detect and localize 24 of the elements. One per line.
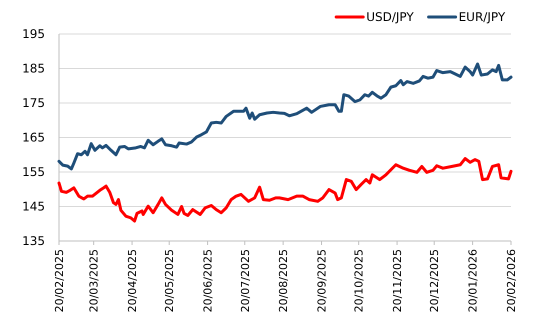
y-tick-label: 155 [22, 165, 45, 179]
x-tick-label: 20/08/2025 [277, 249, 290, 312]
x-tick-label: 20/04/2025 [126, 249, 140, 312]
y-tick-label: 175 [22, 96, 45, 110]
y-tick-label: 195 [22, 27, 45, 41]
legend-label: EUR/JPY [458, 10, 506, 24]
y-tick-label: 135 [22, 234, 45, 248]
legend-label: USD/JPY [366, 10, 414, 24]
x-tick-label: 20/07/2025 [238, 249, 252, 312]
y-tick-label: 165 [22, 130, 45, 144]
x-tick-label: 20/12/2025 [428, 249, 442, 312]
x-tick-label: 20/02/2025 [53, 249, 66, 312]
y-tick-label: 145 [22, 200, 45, 214]
x-tick-label: 20/10/2025 [352, 249, 366, 312]
x-tick-label: 20/03/2025 [88, 249, 101, 312]
line-series [58, 62, 512, 170]
x-tick-label: 20/01/2026 [466, 249, 480, 312]
x-tick-label: 20/02/2026 [505, 249, 518, 312]
y-tick-label: 185 [22, 62, 45, 76]
x-tick-label: 20/09/2025 [316, 249, 329, 312]
x-tick-label: 20/05/2025 [163, 249, 176, 312]
x-tick-label: 20/11/2025 [391, 249, 404, 312]
x-tick-label: 20/06/2025 [202, 249, 215, 312]
line-series [58, 157, 512, 222]
